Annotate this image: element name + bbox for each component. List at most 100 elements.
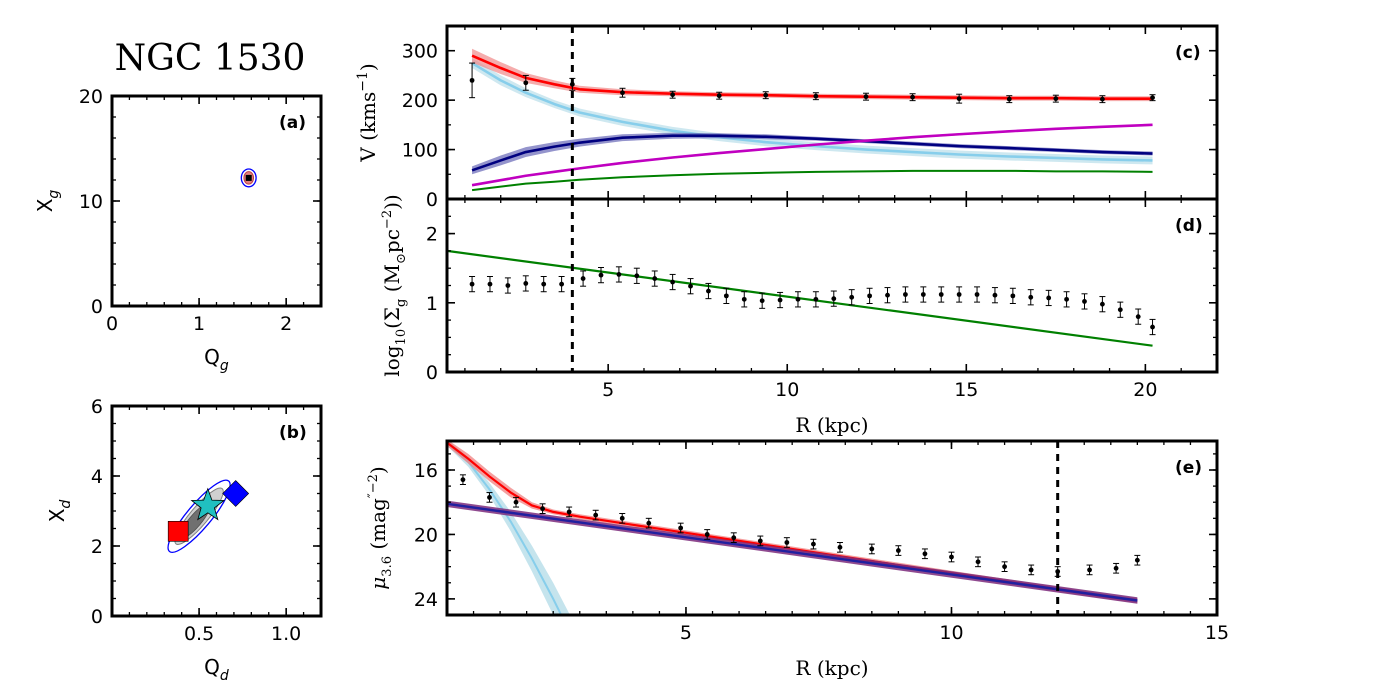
- panel-c-halo-line: [471, 123, 1153, 187]
- panel-d-observed-point: [974, 292, 980, 297]
- panel-d-ylabel-pc: pc: [380, 229, 404, 253]
- panel-b-contour-outer: [167, 479, 231, 553]
- panel-b-star-marker: [190, 487, 226, 521]
- panel-c-ytick-label: 0: [426, 189, 438, 211]
- panel-e-observed-point: [540, 506, 545, 512]
- panel-e-observed-point: [869, 546, 875, 552]
- panel-c-tag: (c): [1175, 43, 1201, 63]
- panel-e-observed-point: [566, 509, 572, 515]
- panel-b-ytick-label: 0: [91, 606, 103, 628]
- panel-e-ylabel-sup: ″−2: [366, 474, 381, 498]
- panel-c-observed-point: [670, 92, 676, 98]
- panel-d-observed-point: [759, 298, 765, 304]
- panel-c-bulge-band: [472, 58, 1153, 165]
- panel-d-observed-point: [1046, 295, 1052, 301]
- panel-a-xtick-label: 1: [193, 313, 205, 335]
- panel-e-observed-point: [1113, 565, 1119, 571]
- panel-e-observed-point: [646, 520, 652, 526]
- panel-e-ytick-label: 20: [414, 524, 438, 546]
- panel-c-ylabel-main: V (kms: [356, 92, 380, 163]
- panel-d-observed-point: [795, 296, 801, 302]
- panel-c-observed-point: [1053, 96, 1059, 102]
- panel-b-xlabel-sub: d: [220, 668, 229, 684]
- panel-d-observed-point: [487, 281, 493, 287]
- panel-c-ytick-label: 100: [402, 140, 438, 162]
- panel-e-observed-point: [895, 548, 901, 553]
- panel-d-observed-point: [956, 292, 962, 297]
- panel-d-ylabel-sub: 10: [394, 329, 409, 346]
- panel-d-ylabel-end: )): [380, 194, 404, 210]
- panel-d-observed-point: [777, 297, 783, 303]
- panel-e-observed-point: [949, 554, 954, 560]
- panel-d-observed-point: [523, 281, 529, 286]
- panel-b-ytick-label: 6: [91, 396, 103, 418]
- panel-c-total-line: [471, 54, 1153, 100]
- panel-d-ylabel-log: log: [380, 345, 404, 376]
- panel-d-observed-point: [1135, 314, 1141, 320]
- panel-d-observed-point: [938, 292, 944, 297]
- panel-c-frame: [445, 24, 1219, 201]
- panel-b-xtick-label: 1.0: [271, 623, 301, 645]
- panel-b-square-marker: [167, 520, 189, 542]
- panel-e-observed-point: [460, 477, 466, 483]
- panel-a-ylabel-sub: g: [46, 190, 62, 199]
- panel-e-ytick-label: 24: [414, 589, 438, 611]
- panel-d-ytick-label: 0: [426, 362, 438, 384]
- panel-d-observed-point: [1150, 324, 1155, 330]
- panel-d-observed-point: [616, 272, 622, 277]
- panel-d-observed-point: [813, 296, 819, 302]
- panel-e-observed-point: [513, 499, 519, 505]
- panel-c-observed-point: [1150, 95, 1155, 101]
- panel-e-observed-point: [619, 515, 625, 521]
- panel-d-observed-point: [505, 283, 511, 288]
- panel-c-ylabel: V (kms−1): [355, 63, 380, 162]
- panel-d-xtick-label: 10: [775, 379, 799, 401]
- panel-e-xtick-label: 10: [939, 622, 963, 644]
- panel-c-observed-point: [863, 94, 869, 100]
- figure-title: NGC 1530: [115, 38, 306, 79]
- panel-c-bulge-line: [471, 61, 1153, 162]
- panel-b-ylabel-main: X: [45, 508, 69, 522]
- panel-e-observed-point: [704, 532, 710, 537]
- panel-d-ylabel-sub3: ⊙: [394, 253, 409, 264]
- panel-d-observed-point: [849, 294, 855, 300]
- panel-a-tag: (a): [279, 113, 306, 133]
- panel-d-observed-point: [741, 296, 747, 302]
- panel-c-disk-line: [471, 134, 1153, 172]
- panel-b-xlabel-main: Q: [204, 655, 220, 679]
- panel-d-observed-point: [723, 293, 729, 299]
- panel-a-xlabel-main: Q: [204, 345, 220, 369]
- panel-a-ytick-label: 10: [79, 191, 103, 213]
- panel-e-ytick-label: 16: [414, 460, 438, 482]
- panel-c-observed-point: [910, 94, 915, 100]
- panel-d-observed-point: [885, 292, 890, 298]
- panel-a-ylabel-main: X: [33, 198, 57, 212]
- panel-d-observed-point: [992, 292, 998, 298]
- panel-d-xlabel: R (kpc): [795, 413, 868, 437]
- panel-d-ylabel-sup: −2: [380, 210, 395, 229]
- panel-d-ylabel: log10(Σg (M⊙pc−2)): [380, 194, 409, 376]
- panel-e-observed-point: [837, 544, 843, 550]
- panel-c-observed-point: [716, 93, 722, 99]
- panel-e-observed-point: [1134, 557, 1140, 563]
- panel-c-observed-point: [1006, 96, 1012, 102]
- panel-e-observed-point: [487, 494, 492, 500]
- panel-d-xtick-label: 15: [954, 379, 978, 401]
- panel-e-observed-point: [922, 551, 928, 557]
- panel-e-tag: (e): [1175, 458, 1202, 478]
- panel-e-xlabel: R (kpc): [795, 656, 868, 680]
- panel-b-ylabel: Xd: [45, 500, 74, 523]
- panel-d-observed-point: [1028, 294, 1034, 300]
- panel-d-observed-point: [634, 273, 640, 279]
- panel-c-ylabel-sup: −1: [355, 71, 371, 92]
- panel-d-observed-point: [706, 288, 711, 294]
- panel-d-observed-point: [598, 272, 604, 278]
- panel-d-ylabel-sub2: g: [394, 299, 409, 307]
- panel-d-observed-point: [559, 281, 565, 287]
- panel-e-ylabel-end: ): [366, 466, 390, 474]
- panel-b-tag: (b): [279, 423, 307, 443]
- panel-d-frame: [445, 197, 1219, 374]
- panel-a-ylabel: Xg: [33, 190, 62, 213]
- panel-a-xlabel: Qg: [204, 345, 229, 374]
- panel-e-ylabel: μ3.6 (mag″−2): [366, 466, 395, 589]
